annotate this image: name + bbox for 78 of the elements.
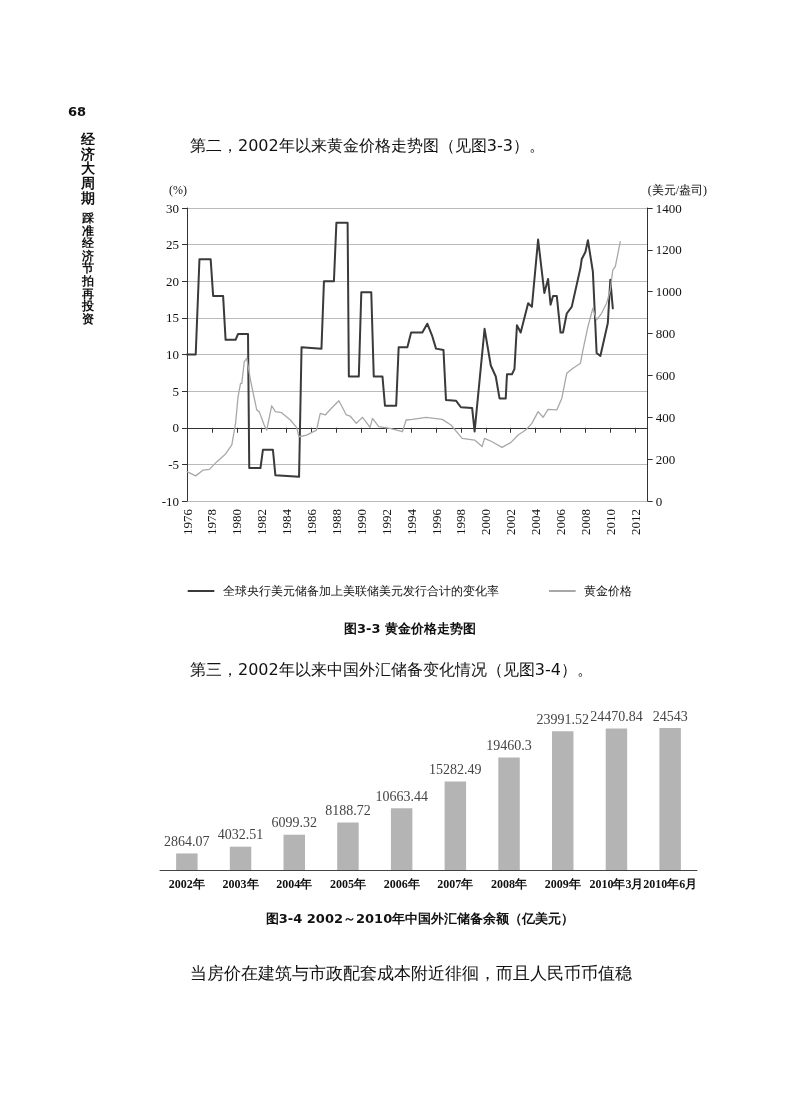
x-tick-label: 2005年 (329, 877, 366, 891)
bar (390, 808, 413, 870)
x-tick-label: 2006 (553, 508, 569, 535)
text: 踩准经济节拍再投资 (82, 211, 94, 326)
y2-tick-label: 800 (655, 326, 676, 342)
x-tick-label: 1990 (353, 509, 369, 535)
text: 68 (68, 104, 87, 119)
x-tick-label: 1982 (254, 509, 270, 535)
text: 第三，2002年以来中国外汇储备变化情况（见图3-4）。 (190, 660, 593, 681)
y2-axis-title: (美元/盎司) (647, 183, 707, 197)
y-tick-label: 20 (166, 273, 179, 289)
x-tick-label: 2004 (528, 508, 544, 535)
y-tick-label: -10 (161, 493, 179, 509)
y-tick-label: 5 (172, 383, 179, 399)
bar (229, 846, 252, 870)
x-tick-label: 1992 (378, 509, 394, 535)
y2-tick-label: 400 (655, 409, 676, 425)
text: 当房价在建筑与市政配套成本附近徘徊，而且人民币币值稳 (190, 962, 632, 985)
x-tick-label: 1996 (428, 508, 444, 535)
x-tick-label: 2004年 (276, 877, 313, 891)
x-tick-label: 2012 (627, 509, 643, 535)
x-tick-label: 1988 (328, 509, 344, 535)
x-tick-label: 2002年 (168, 877, 205, 891)
bar (337, 822, 359, 870)
x-tick-label: 2009年 (544, 877, 581, 891)
data-label: 15282.49 (429, 762, 482, 778)
y2-tick-label: 1200 (655, 242, 682, 258)
y2-tick-label: 0 (655, 493, 663, 509)
y2-tick-label: 200 (655, 451, 676, 467)
bar (283, 834, 305, 870)
text: 第二，2002年以来黄金价格走势图（见图3-3）。 (190, 136, 545, 157)
bar (552, 731, 574, 870)
data-label: 24543 (652, 708, 688, 724)
y-tick-label: 30 (166, 200, 179, 216)
bar (498, 757, 520, 870)
x-tick-label: 1978 (204, 509, 220, 535)
y2-tick-label: 600 (655, 367, 676, 383)
x-tick-label: 1976 (179, 508, 195, 535)
y-tick-label: 25 (166, 237, 179, 253)
y2-tick-label: 1000 (655, 284, 682, 300)
x-tick-label: 2008年 (491, 877, 528, 891)
x-tick-label: 2010年6月 (643, 877, 698, 891)
x-tick-label: 2006年 (383, 877, 420, 891)
y-tick-label: 10 (166, 347, 179, 362)
x-tick-label: 2007年 (437, 877, 474, 891)
bar (659, 728, 681, 870)
text: 图3-3 黄金价格走势图 (343, 621, 477, 636)
x-tick-label: 1994 (403, 508, 419, 535)
x-tick-label: 2003年 (222, 877, 259, 891)
x-tick-label: 1980 (229, 509, 245, 535)
y-tick-label: -5 (168, 456, 179, 472)
legend-label: 黄金价格 (584, 584, 633, 598)
bar (444, 781, 467, 870)
data-label: 10663.44 (375, 788, 428, 804)
x-tick-label: 2002 (503, 509, 519, 535)
text: 经济大周期 (81, 131, 95, 206)
x-tick-label: 2000 (478, 509, 494, 535)
y-tick-label: 0 (172, 420, 179, 436)
text: 图3-4 2002～2010年中国外汇储备余额（亿美元） (265, 911, 575, 926)
y2-tick-label: 1400 (655, 200, 682, 216)
bar (176, 853, 198, 870)
x-tick-label: 1984 (279, 508, 295, 535)
data-label: 6099.32 (271, 815, 317, 831)
data-label: 19460.3 (486, 737, 532, 753)
data-label: 2864.07 (164, 833, 210, 849)
data-label: 23991.52 (536, 711, 589, 727)
y-axis-title: (%) (169, 183, 187, 197)
bar (605, 728, 628, 870)
x-tick-label: 1998 (453, 509, 469, 535)
x-tick-label: 2010年3月 (589, 877, 644, 891)
x-tick-label: 2008 (577, 509, 593, 535)
data-label: 8188.72 (325, 803, 371, 819)
y-tick-label: 15 (166, 310, 179, 326)
data-label: 24470.84 (590, 708, 643, 724)
x-tick-label: 1986 (304, 508, 320, 535)
x-tick-label: 2010 (602, 509, 618, 535)
legend-label: 全球央行美元储备加上美联储美元发行合计的变化率 (223, 584, 499, 598)
data-label: 4032.51 (217, 827, 264, 843)
